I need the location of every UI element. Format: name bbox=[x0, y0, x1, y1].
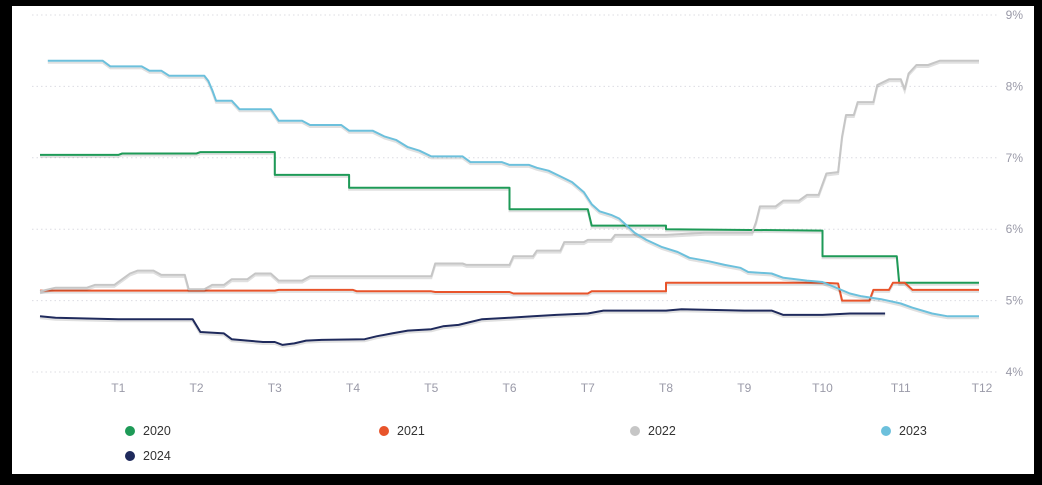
x-tick-label: T8 bbox=[659, 381, 673, 395]
series-line-2022[interactable] bbox=[39, 59, 979, 293]
legend-item-2023[interactable]: 2023 bbox=[881, 424, 927, 438]
x-tick-label: T4 bbox=[346, 381, 360, 395]
legend-item-2024[interactable]: 2024 bbox=[125, 449, 171, 463]
legend: 2020 2021 2022 2023 2024 bbox=[12, 416, 1034, 472]
x-tick-label: T11 bbox=[891, 381, 911, 395]
legend-item-2020[interactable]: 2020 bbox=[125, 424, 171, 438]
legend-label: 2024 bbox=[143, 449, 171, 463]
legend-label: 2023 bbox=[899, 424, 927, 438]
x-tick-label: T2 bbox=[189, 381, 203, 395]
legend-marker bbox=[881, 426, 891, 436]
series-line-2020[interactable] bbox=[40, 151, 979, 284]
legend-marker bbox=[379, 426, 389, 436]
series-shadow-2023 bbox=[47, 61, 979, 320]
legend-marker bbox=[125, 451, 135, 461]
y-tick-label: 4% bbox=[1006, 365, 1024, 379]
x-tick-label: T12 bbox=[972, 381, 993, 395]
x-tick-label: T7 bbox=[581, 381, 595, 395]
x-tick-label: T9 bbox=[737, 381, 751, 395]
x-tick-label: T5 bbox=[424, 381, 438, 395]
x-tick-label: T6 bbox=[502, 381, 516, 395]
x-axis-ticks: T1 T2 T3 T4 T5 T6 T7 T8 T9 T10 T11 T12 bbox=[111, 381, 992, 395]
y-tick-label: 9% bbox=[1006, 8, 1024, 22]
legend-label: 2020 bbox=[143, 424, 171, 438]
x-tick-label: T3 bbox=[268, 381, 282, 395]
legend-item-2022[interactable]: 2022 bbox=[630, 424, 676, 438]
y-tick-label: 5% bbox=[1006, 294, 1024, 308]
legend-marker bbox=[630, 426, 640, 436]
x-tick-label: T1 bbox=[111, 381, 125, 395]
legend-item-2021[interactable]: 2021 bbox=[379, 424, 425, 438]
y-tick-label: 6% bbox=[1006, 222, 1024, 236]
y-axis-ticks: 4% 5% 6% 7% 8% 9% bbox=[1006, 8, 1024, 379]
legend-label: 2021 bbox=[397, 424, 425, 438]
series-line-2021[interactable] bbox=[40, 281, 979, 302]
line-chart: 4% 5% 6% 7% 8% 9% T1 T2 T3 T4 T5 T6 T7 T8 T9 T10 T11 T12 bbox=[32, 8, 1024, 395]
series-line-2024[interactable] bbox=[39, 308, 886, 346]
chart-card: 4% 5% 6% 7% 8% 9% T1 T2 T3 T4 T5 T6 T7 T8 T9 T10 T11 T12… bbox=[12, 6, 1034, 474]
x-tick-label: T10 bbox=[812, 381, 833, 395]
series-shadow-2024 bbox=[39, 310, 886, 348]
legend-label: 2022 bbox=[648, 424, 676, 438]
y-tick-label: 8% bbox=[1006, 79, 1024, 93]
series-line-2023[interactable] bbox=[47, 59, 979, 318]
grid-lines bbox=[32, 14, 997, 373]
series-lines bbox=[39, 59, 979, 348]
y-tick-label: 7% bbox=[1006, 151, 1024, 165]
legend-marker bbox=[125, 426, 135, 436]
